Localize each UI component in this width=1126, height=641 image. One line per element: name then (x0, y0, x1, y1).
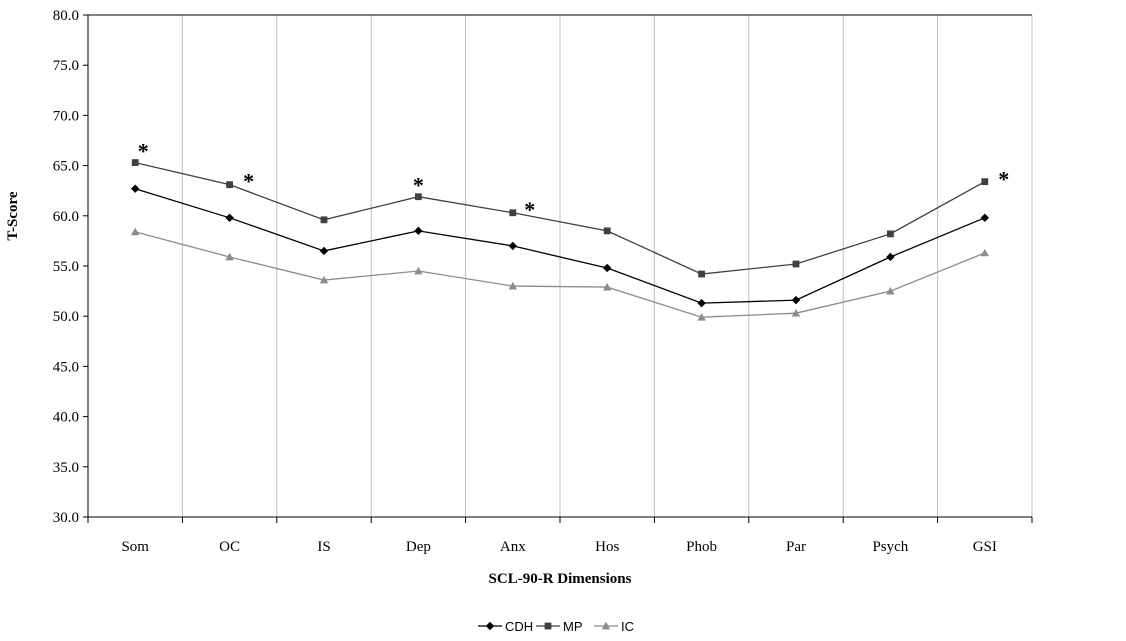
significance-asterisk: * (524, 197, 535, 222)
y-tick-label: 40.0 (53, 410, 79, 426)
data-point-diamond (697, 298, 706, 308)
y-tick-label: 55.0 (53, 259, 79, 275)
x-tick-label: Anx (500, 539, 526, 555)
x-tick-label: Psych (872, 539, 908, 555)
series-line (135, 188, 986, 304)
y-tick-label: 65.0 (53, 159, 79, 175)
data-point-triangle (791, 308, 801, 317)
legend-label: MP (563, 619, 583, 634)
significance-asterisk: * (138, 139, 149, 164)
legend-item-ic: IC (594, 619, 634, 634)
x-tick-label: Som (121, 539, 149, 555)
data-point-triangle (508, 281, 517, 290)
x-tick-label: GSI (973, 539, 997, 555)
x-axis-label: SCL-90-R Dimensions (489, 571, 632, 587)
data-point-square (887, 230, 894, 238)
data-point-triangle (414, 266, 423, 275)
data-point-diamond (791, 295, 801, 305)
legend-item-mp: MP (536, 619, 583, 634)
y-tick-label: 70.0 (53, 108, 79, 124)
legend-label: CDH (505, 619, 533, 634)
data-point-diamond (603, 263, 612, 273)
data-point-diamond (131, 184, 140, 193)
series-ic (131, 227, 989, 321)
data-point-triangle (697, 313, 706, 321)
y-tick-label: 45.0 (53, 359, 79, 375)
data-point-triangle (980, 248, 989, 257)
data-point-diamond (414, 226, 423, 236)
data-point-square (415, 193, 422, 201)
significance-asterisk: * (243, 169, 254, 194)
data-point-square (981, 178, 989, 186)
data-point-square (792, 260, 800, 268)
y-tick-label: 75.0 (53, 58, 79, 74)
data-point-diamond (319, 246, 329, 256)
data-point-square (509, 209, 517, 217)
y-tick-label: 30.0 (53, 510, 79, 526)
series-line (135, 161, 986, 275)
data-point-diamond (485, 621, 495, 631)
data-point-triangle (131, 227, 140, 236)
significance-asterisk: * (413, 173, 424, 198)
data-point-triangle (603, 282, 612, 291)
data-point-square (603, 227, 611, 235)
y-tick-label: 35.0 (53, 460, 79, 476)
y-tick-label: 80.0 (53, 8, 79, 24)
series-mp (131, 159, 989, 278)
x-tick-label: Hos (595, 539, 619, 555)
x-tick-label: Par (786, 539, 806, 555)
data-point-diamond (886, 252, 895, 262)
legend-label: IC (621, 619, 634, 634)
data-point-square (698, 270, 705, 278)
series-line (135, 231, 986, 318)
data-point-square (226, 181, 233, 189)
data-point-triangle (886, 286, 895, 295)
legend-item-cdh: CDH (478, 619, 533, 634)
data-point-diamond (225, 213, 234, 223)
data-point-square (131, 159, 139, 166)
data-point-triangle (601, 621, 611, 630)
series-lines (131, 159, 989, 321)
data-point-triangle (225, 252, 234, 261)
significance-asterisk: * (998, 167, 1009, 192)
x-tick-label: Phob (686, 539, 717, 555)
data-point-triangle (319, 275, 329, 284)
data-point-square (320, 216, 328, 224)
x-tick-label: Dep (406, 539, 431, 555)
x-tick-label: OC (219, 539, 240, 555)
legend: CDH MP IC (478, 619, 634, 634)
data-point-diamond (980, 213, 989, 223)
series-cdh (131, 184, 989, 308)
data-point-diamond (508, 241, 517, 251)
axes: 30.0 35.0 40.0 45.0 50.0 55.0 60.0 65.0 70.0 75.0… (53, 8, 1033, 555)
significance-annotations: * * * * * (138, 139, 1010, 222)
x-tick-label: IS (317, 539, 330, 555)
y-axis-label: T-Score (5, 191, 21, 241)
data-point-square (544, 622, 552, 630)
y-tick-label: 50.0 (53, 309, 79, 325)
gridlines (181, 15, 1033, 517)
y-tick-label: 60.0 (53, 209, 79, 225)
